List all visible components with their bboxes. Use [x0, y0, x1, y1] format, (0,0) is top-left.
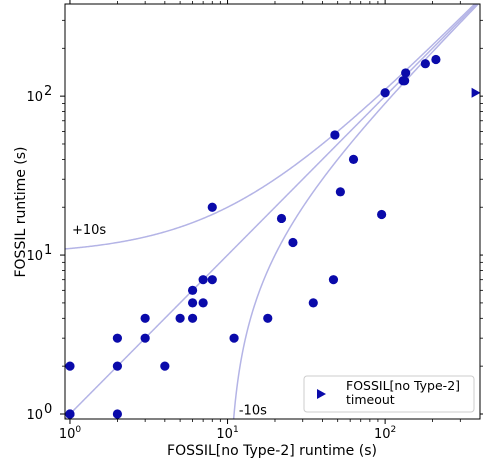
data-point: [175, 313, 185, 323]
y-tick-label: 10: [26, 408, 43, 423]
y-tick-exponent: 0: [44, 402, 52, 417]
data-point: [229, 333, 239, 343]
legend-label-line2: timeout: [346, 392, 395, 407]
x-axis-label: FOSSIL[no Type-2] runtime (s): [167, 443, 377, 459]
data-point: [140, 333, 150, 343]
data-point: [160, 361, 170, 371]
data-point: [112, 333, 123, 343]
data-point: [263, 313, 273, 323]
data-point: [400, 76, 410, 86]
annotation-minus-10s: -10s: [239, 404, 267, 419]
y-tick-label: 10: [26, 90, 43, 105]
data-point: [431, 54, 441, 65]
reference-line-y-x-10: [232, 4, 480, 419]
data-point: [377, 209, 387, 220]
plot-frame: [64, 3, 481, 420]
x-tick-label: 102: [374, 425, 396, 442]
reference-line-y-x-10: [65, 4, 476, 250]
data-point: [308, 298, 318, 308]
reference-line-y-x: [65, 4, 478, 419]
data-point: [207, 275, 217, 285]
legend-label: FOSSIL[no Type-2] timeout: [346, 378, 464, 407]
y-tick-label: 10: [26, 249, 43, 264]
data-point: [65, 361, 75, 371]
legend: FOSSIL[no Type-2] timeout: [303, 375, 475, 413]
legend-label-line1: FOSSIL[no Type-2]: [346, 378, 460, 393]
data-point: [330, 130, 340, 140]
data-point: [112, 409, 123, 419]
reference-lines: [65, 4, 480, 419]
data-point: [198, 275, 208, 285]
data-point: [328, 275, 339, 285]
x-tick-label: 101: [216, 425, 238, 442]
y-axis-label: FOSSIL runtime (s): [13, 146, 29, 277]
data-point: [65, 409, 75, 419]
x-axis-ticks: 100 101 102: [59, 0, 461, 442]
data-point: [198, 298, 208, 308]
annotation-plus-10s: +10s: [72, 223, 106, 238]
data-point: [187, 313, 198, 323]
data-points: [65, 54, 480, 419]
y-tick-exponent: 1: [44, 243, 52, 258]
data-point: [112, 361, 123, 371]
data-point: [348, 154, 359, 164]
data-point-timeout: [471, 87, 480, 98]
data-point: [187, 298, 198, 308]
y-tick-exponent: 2: [44, 84, 52, 99]
data-point: [401, 68, 411, 78]
legend-box: [303, 375, 475, 413]
data-point: [207, 202, 217, 212]
legend-marker-triangle-icon: [317, 389, 326, 399]
data-point: [276, 213, 287, 224]
data-point: [140, 313, 150, 323]
data-point: [380, 88, 390, 98]
data-point: [288, 237, 298, 248]
x-tick-label: 100: [59, 425, 82, 442]
data-point: [187, 285, 198, 295]
data-point: [420, 59, 430, 69]
data-point: [335, 187, 345, 197]
